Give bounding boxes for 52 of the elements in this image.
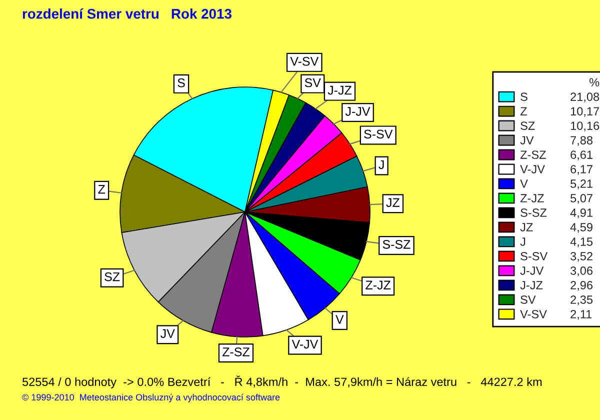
slice-label: JV xyxy=(160,329,175,338)
legend-label: Z-SZ xyxy=(520,150,546,159)
data-label: 10,17 xyxy=(570,107,599,117)
legend-label: J-JZ xyxy=(520,281,543,290)
data-label: 4,15 xyxy=(570,238,593,248)
legend-label: JZ xyxy=(520,223,533,232)
legend-label: Z xyxy=(520,107,527,116)
data-label: 2,96 xyxy=(570,280,592,291)
slice-label: J-JV xyxy=(345,107,370,116)
chart-title: rozdelení Smer vetru Rok 2013 xyxy=(22,8,232,19)
legend-title: % xyxy=(590,78,600,86)
text: 52554 / 0 hodnoty -> 0.0% Bezvetrí - Ř 4,8km/h - Max. 57,9km/h = Náraz vetru - 44227.2 km xyxy=(22,376,542,388)
data-label: 4,91 xyxy=(570,208,592,218)
slice-label: SV xyxy=(304,78,321,88)
legend-label: J-JV xyxy=(520,266,544,275)
slice-label: V xyxy=(336,315,344,324)
data-label: 6,17 xyxy=(570,165,592,175)
data-label: 7,88 xyxy=(570,136,593,146)
slice-label: V-SV xyxy=(290,56,319,66)
slice-label: S xyxy=(178,78,185,88)
slice-label: J-JZ xyxy=(328,86,352,95)
slice-label: J xyxy=(378,160,384,170)
legend-label: V-SV xyxy=(520,310,547,318)
data-label: 2,35 xyxy=(570,295,593,306)
legend-label: V-JV xyxy=(520,165,545,174)
data-label: 5,21 xyxy=(570,180,592,190)
data-label: 3,52 xyxy=(570,252,592,262)
legend-label: S-SZ xyxy=(520,208,547,217)
data-label: 6,61 xyxy=(570,150,592,160)
legend-label: V xyxy=(520,180,528,188)
legend-label: SV xyxy=(520,295,536,304)
data-label: 4,59 xyxy=(570,223,592,233)
legend-label: Z-JZ xyxy=(520,194,544,202)
data-label: 2,11 xyxy=(570,310,592,320)
slice-label: Z-SZ xyxy=(222,347,250,356)
legend-label: S xyxy=(520,92,528,101)
text: © 1999-2010 Meteostanice Obsluzný a vyhodnocovací software xyxy=(22,394,280,402)
legend-label: JV xyxy=(520,136,534,144)
slice-label: S-SV xyxy=(364,130,393,139)
data-label: 5,07 xyxy=(570,194,592,204)
legend-label: S-SV xyxy=(520,252,548,260)
legend-label: SZ xyxy=(520,122,535,130)
data-label: 21,08 xyxy=(570,92,600,102)
slice-label: JZ xyxy=(386,198,400,207)
slice-label: Z xyxy=(98,185,106,194)
slice-label: Z-JZ xyxy=(366,280,391,290)
slice-label: SZ xyxy=(104,272,120,282)
legend-label: J xyxy=(520,238,526,246)
slice-label: V-JV xyxy=(292,340,318,349)
data-label: 10,16 xyxy=(570,122,600,132)
slice-label: S-SZ xyxy=(382,240,410,249)
data-label: 3,06 xyxy=(570,266,592,276)
